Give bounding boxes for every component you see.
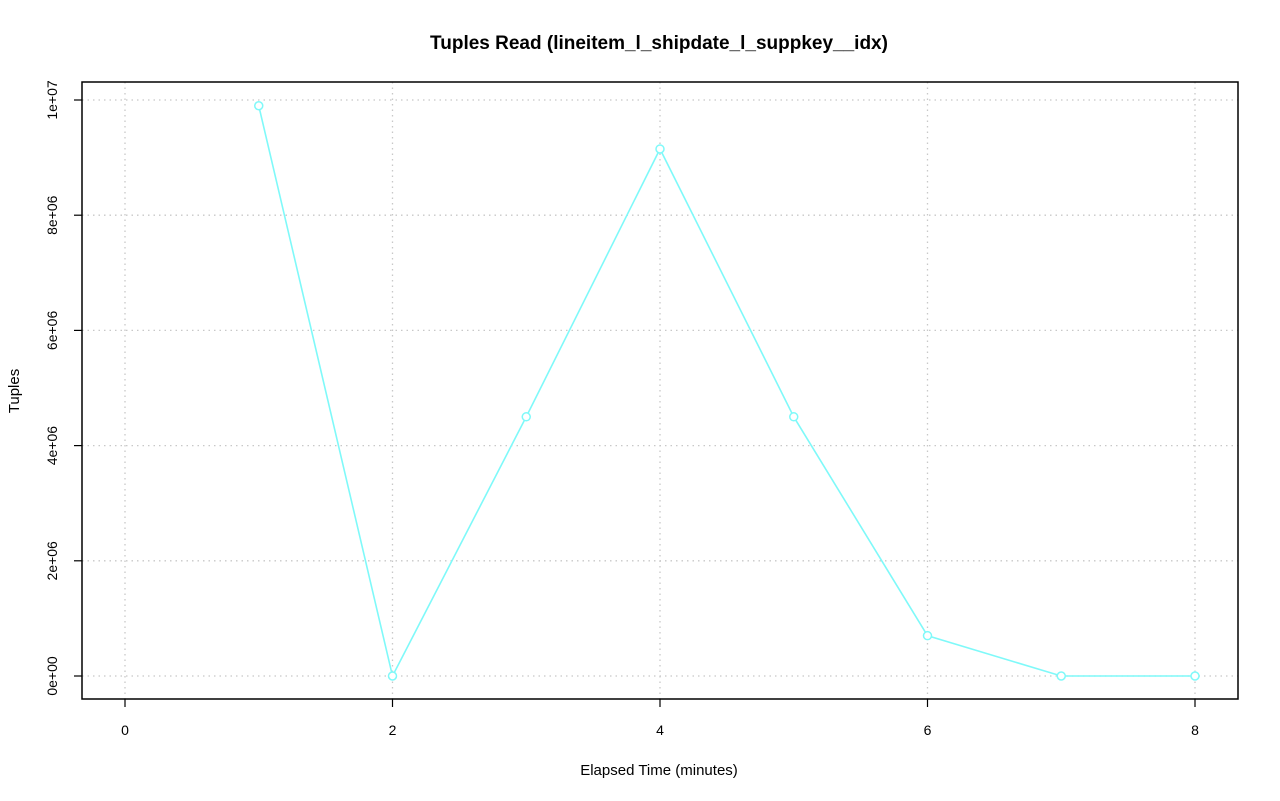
data-point <box>1190 671 1200 681</box>
data-point <box>387 671 398 681</box>
y-tick-label: 4e+06 <box>44 426 60 466</box>
data-point <box>1056 671 1066 681</box>
y-tick-label: 1e+07 <box>44 80 60 120</box>
axes: 0 2 4 6 8 0e+00 2e+06 4e+06 6e+06 8e+06 1e+07 <box>44 80 1199 738</box>
x-tick-label: 0 <box>121 722 129 738</box>
y-tick-label: 8e+06 <box>44 195 60 235</box>
y-tick-label: 0e+00 <box>44 656 60 696</box>
data-point <box>655 144 665 154</box>
data-point <box>254 101 264 111</box>
data-point <box>789 412 799 422</box>
data-point <box>521 412 531 422</box>
x-tick-label: 2 <box>389 722 397 738</box>
grid <box>82 82 1238 699</box>
x-axis-label: Elapsed Time (minutes) <box>580 762 738 779</box>
chart-title: Tuples Read (lineitem_l_shipdate_l_suppk… <box>430 33 888 54</box>
x-tick-label: 4 <box>656 722 664 738</box>
y-tick-label: 2e+06 <box>44 541 60 581</box>
data-point <box>922 630 933 641</box>
x-tick-label: 6 <box>924 722 932 738</box>
y-tick-label: 6e+06 <box>44 311 60 351</box>
x-tick-label: 8 <box>1191 722 1199 738</box>
series-line <box>257 105 1195 679</box>
series-layer <box>254 101 1200 681</box>
y-axis-label: Tuples <box>6 369 23 413</box>
